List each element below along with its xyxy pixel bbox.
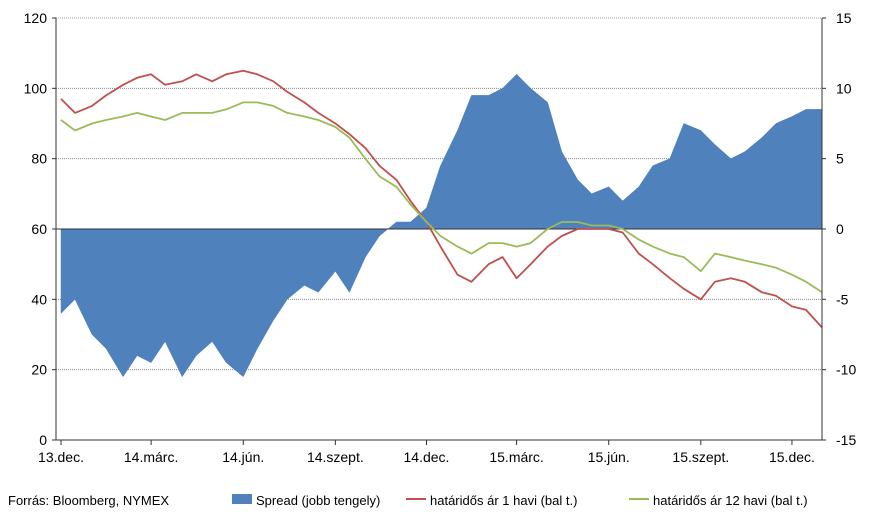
legend-1-month-label: határidős ár 1 havi (bal t.) (430, 493, 577, 508)
right-tick-label: -5 (836, 291, 849, 307)
x-tick-label: 13.dec. (38, 449, 84, 465)
right-axis-ticks: -15 -10 -5 0 5 10 15 (822, 10, 856, 448)
spread-area-path (60, 73, 823, 378)
legend-spread-swatch (232, 494, 252, 504)
x-tick-label: 15.jún. (588, 449, 630, 465)
x-tick-label: 14.márc. (124, 449, 178, 465)
right-tick-label: 0 (836, 221, 844, 237)
series-line-12-month (60, 101, 823, 294)
x-tick-label: 14.szept. (307, 449, 364, 465)
right-tick-label: 15 (836, 10, 852, 26)
source-note: Forrás: Bloomberg, NYMEX (8, 493, 169, 508)
x-axis-ticks: 13.dec. 14.márc. 14.jún. 14.szept. 14.dec. 15… (38, 440, 815, 465)
left-tick-label: 120 (24, 10, 48, 26)
left-tick-label: 20 (31, 362, 47, 378)
legend: Forrás: Bloomberg, NYMEX Spread (jobb te… (8, 493, 808, 508)
left-tick-label: 0 (39, 432, 47, 448)
x-tick-label: 15.szept. (672, 449, 729, 465)
x-tick-label: 14.jún. (222, 449, 264, 465)
x-tick-label: 15.dec. (769, 449, 815, 465)
right-tick-label: -15 (836, 432, 856, 448)
x-tick-label: 15.márc. (489, 449, 543, 465)
left-tick-label: 100 (24, 80, 48, 96)
series-line-1-month (60, 69, 823, 329)
spread-area (56, 73, 823, 378)
legend-spread-label: Spread (jobb tengely) (256, 493, 380, 508)
right-tick-label: -10 (836, 362, 856, 378)
left-tick-label: 40 (31, 291, 47, 307)
legend-12-month-label: határidős ár 12 havi (bal t.) (653, 493, 808, 508)
left-tick-label: 80 (31, 151, 47, 167)
right-tick-label: 5 (836, 151, 844, 167)
left-tick-label: 60 (31, 221, 47, 237)
x-tick-label: 14.dec. (404, 449, 450, 465)
right-tick-label: 10 (836, 80, 852, 96)
series-lines (60, 69, 823, 329)
left-axis-ticks: 0 20 40 60 80 100 120 (24, 10, 56, 448)
